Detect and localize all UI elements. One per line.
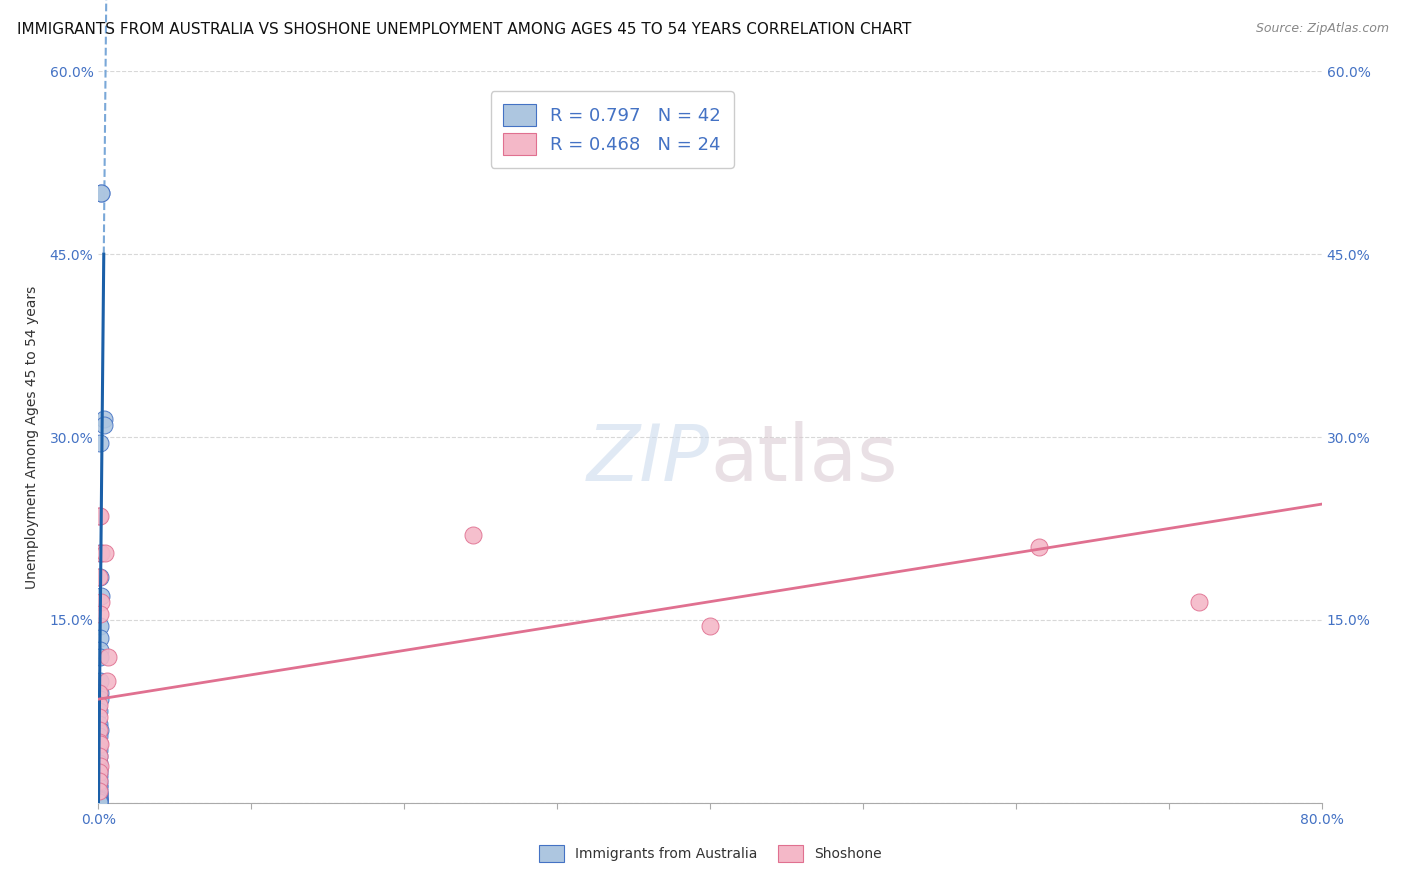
Point — [89, 773, 111, 788]
Point — [89, 686, 111, 700]
Point — [89, 789, 111, 803]
Point — [89, 795, 111, 809]
Point — [89, 795, 111, 809]
Point — [89, 723, 111, 737]
Point — [89, 737, 111, 751]
Point — [89, 765, 111, 780]
Point — [89, 723, 111, 737]
Point — [89, 795, 111, 809]
Point — [90, 589, 112, 603]
Point — [89, 789, 111, 804]
Point — [89, 780, 111, 794]
Point — [97, 649, 120, 664]
Point — [89, 698, 111, 713]
Point — [89, 710, 111, 724]
Point — [96, 673, 118, 688]
Point — [90, 594, 112, 608]
Point — [1188, 594, 1211, 608]
Text: IMMIGRANTS FROM AUSTRALIA VS SHOSHONE UNEMPLOYMENT AMONG AGES 45 TO 54 YEARS COR: IMMIGRANTS FROM AUSTRALIA VS SHOSHONE UN… — [17, 22, 911, 37]
Point — [89, 749, 111, 764]
Point — [89, 607, 111, 621]
Point — [89, 632, 111, 646]
Point — [89, 509, 111, 524]
Point — [89, 787, 111, 801]
Point — [89, 737, 111, 751]
Point — [89, 783, 111, 797]
Point — [89, 546, 111, 560]
Point — [89, 792, 111, 806]
Point — [89, 765, 111, 780]
Point — [93, 546, 115, 560]
Point — [89, 778, 111, 792]
Point — [89, 619, 111, 633]
Point — [89, 791, 111, 805]
Point — [89, 692, 111, 706]
Point — [89, 783, 111, 797]
Point — [89, 570, 111, 584]
Point — [1028, 540, 1050, 554]
Point — [89, 792, 111, 806]
Point — [89, 705, 111, 719]
Point — [89, 686, 111, 700]
Point — [89, 773, 111, 788]
Legend: Immigrants from Australia, Shoshone: Immigrants from Australia, Shoshone — [531, 838, 889, 869]
Point — [89, 673, 111, 688]
Point — [90, 546, 112, 560]
Point — [89, 436, 111, 450]
Point — [89, 735, 111, 749]
Point — [89, 643, 111, 657]
Point — [89, 759, 111, 773]
Point — [89, 793, 111, 807]
Text: Source: ZipAtlas.com: Source: ZipAtlas.com — [1256, 22, 1389, 36]
Point — [89, 793, 111, 807]
Point — [461, 527, 484, 541]
Point — [89, 786, 111, 800]
Y-axis label: Unemployment Among Ages 45 to 54 years: Unemployment Among Ages 45 to 54 years — [24, 285, 38, 589]
Point — [89, 756, 111, 770]
Point — [89, 749, 111, 764]
Point — [89, 570, 111, 584]
Point — [90, 186, 112, 201]
Point — [89, 762, 111, 776]
Point — [89, 769, 111, 783]
Point — [89, 649, 111, 664]
Point — [93, 417, 115, 432]
Point — [89, 729, 111, 743]
Point — [89, 509, 111, 524]
Point — [89, 743, 111, 757]
Text: atlas: atlas — [710, 421, 897, 497]
Point — [90, 186, 112, 201]
Point — [699, 619, 721, 633]
Text: ZIP: ZIP — [588, 421, 710, 497]
Point — [93, 412, 115, 426]
Point — [89, 716, 111, 731]
